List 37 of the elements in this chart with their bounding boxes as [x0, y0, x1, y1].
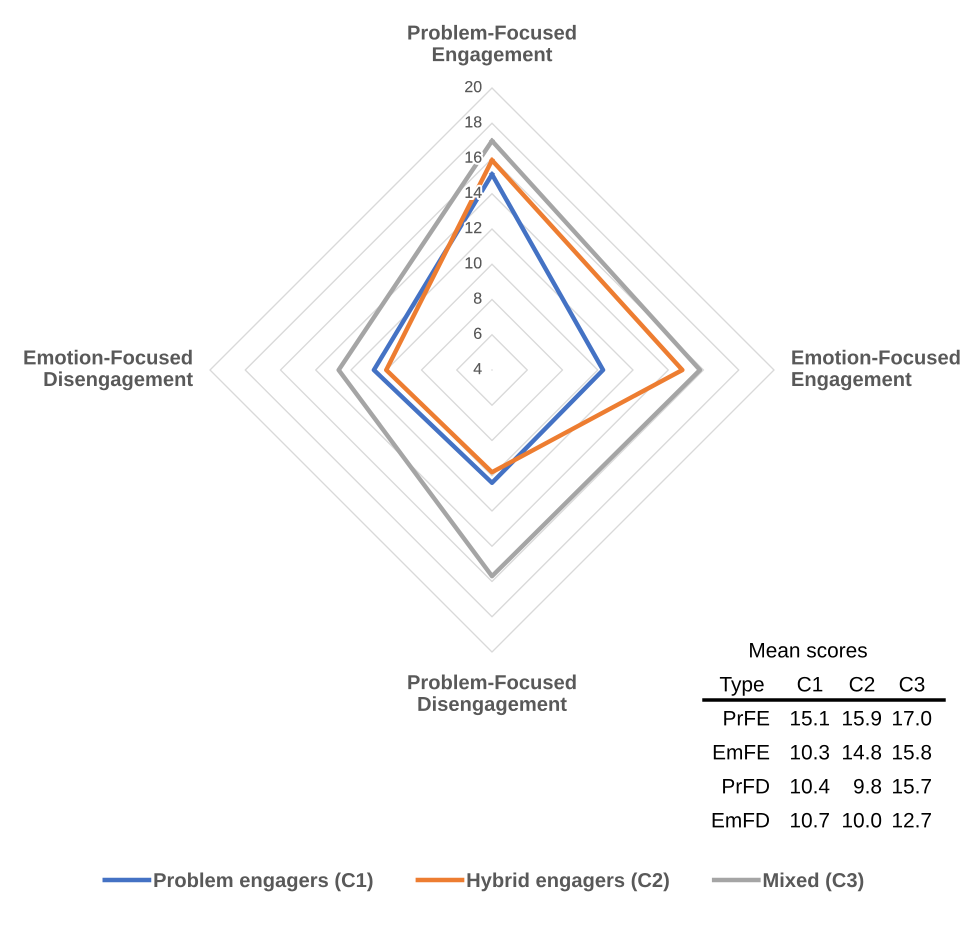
legend-label: Problem engagers (C1) [154, 872, 373, 892]
text: 17.0 [893, 710, 932, 726]
y-tick-label: 18 [466, 116, 482, 128]
y-tick-label: 16 [466, 151, 482, 163]
y-tick-label: 20 [465, 80, 482, 92]
legend-label: Mixed (C3) [764, 872, 864, 892]
y-tick-label: 10 [466, 257, 482, 269]
text: 15.9 [843, 710, 882, 726]
text: C1 [798, 676, 822, 692]
text: 9.8 [854, 778, 882, 794]
text: C3 [900, 676, 924, 692]
y-tick-label: 4 [474, 363, 482, 374]
text: 15.8 [893, 744, 932, 760]
text: 10.7 [791, 812, 829, 828]
text: PrFD [723, 779, 770, 794]
text: 15.7 [893, 779, 931, 794]
text: PrFE [724, 711, 770, 726]
y-tick-label: 14 [466, 186, 482, 198]
text: C2 [850, 676, 874, 692]
text: 10.3 [791, 744, 830, 760]
y-tick-label: 6 [474, 328, 482, 340]
text: 15.1 [791, 711, 829, 726]
spoke-label: Emotion-Focused Disengagement [24, 350, 193, 390]
text: EmFD [712, 813, 770, 828]
text: 10.4 [791, 778, 830, 794]
text: 12.7 [893, 812, 931, 828]
text: 10.0 [843, 812, 882, 828]
y-tick-label: 8 [474, 292, 482, 304]
text: 14.8 [843, 744, 882, 760]
y-tick-label: 12 [466, 222, 482, 234]
text: Mean scores [750, 643, 867, 658]
spoke-label: Emotion-Focused Engagement [792, 350, 960, 390]
spoke-label: Problem-Focused Engagement [408, 24, 576, 66]
legend-label: Hybrid engagers (C2) [468, 872, 669, 892]
text: Type [720, 677, 764, 696]
text: EmFE [714, 745, 770, 760]
spoke-label: Problem-Focused Disengagement [408, 674, 576, 716]
